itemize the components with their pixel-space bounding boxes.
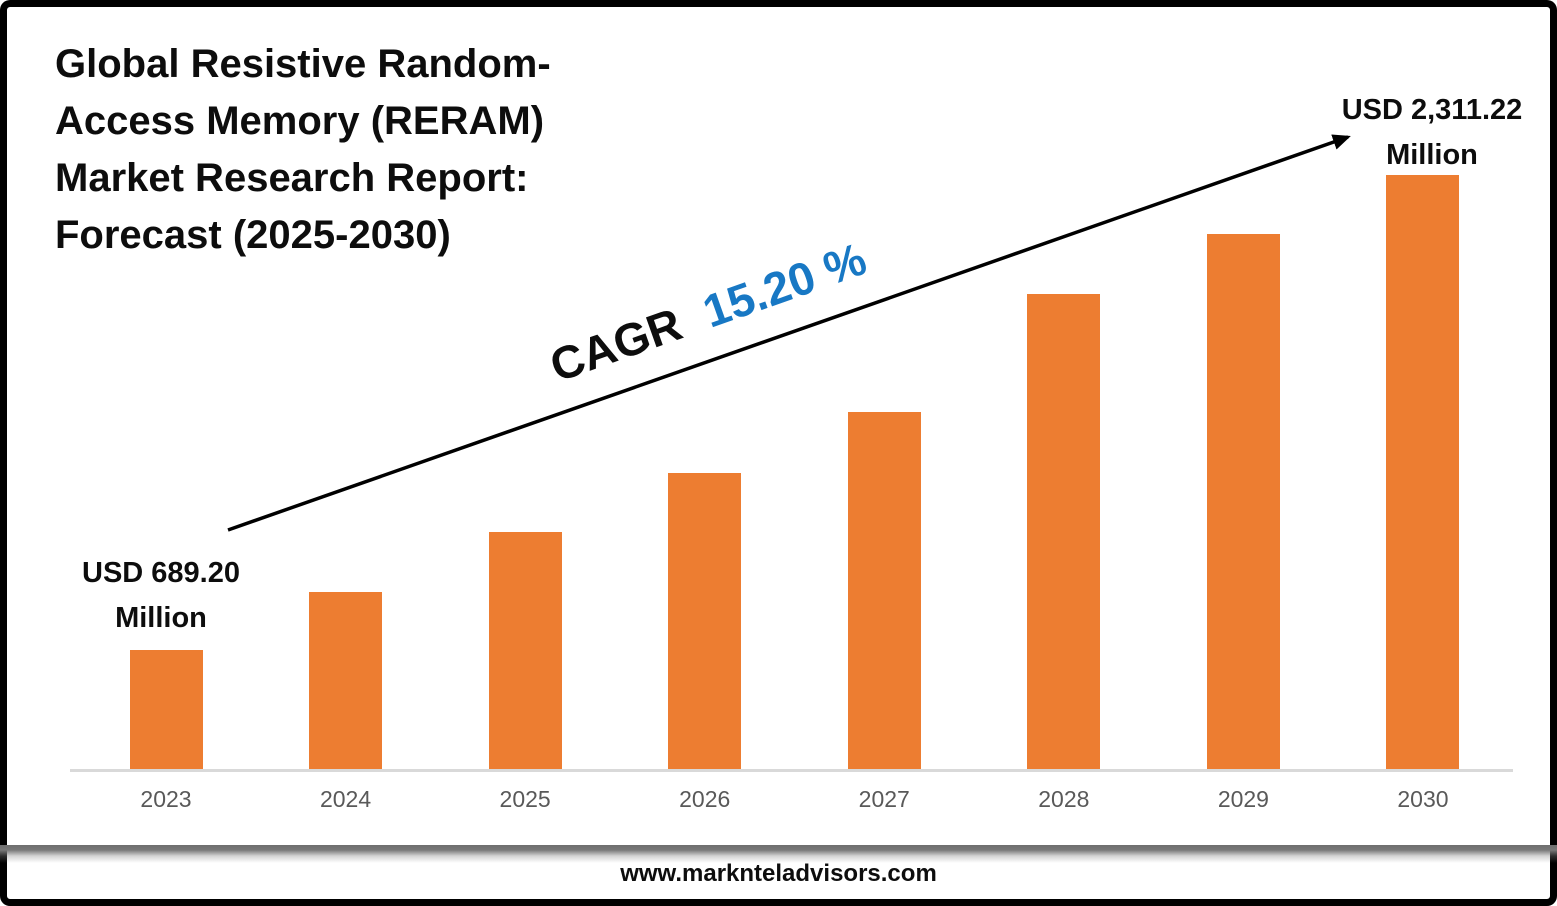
- bar-2027: [847, 412, 921, 770]
- title-line-1: Global Resistive Random-: [55, 42, 551, 86]
- value-label-2023-unit: Million: [115, 602, 207, 634]
- x-axis-line: [70, 769, 1513, 772]
- bar-2026: [668, 473, 742, 770]
- bar-2023: [129, 650, 203, 770]
- footer-divider: [0, 845, 1557, 865]
- x-axis-label-2026: 2026: [679, 786, 731, 812]
- title-line-3: Market Research Report:: [55, 156, 529, 200]
- cagr-value: 15.20 %: [696, 232, 873, 338]
- x-axis-label-2025: 2025: [499, 786, 551, 812]
- cagr-annotation: CAGR 15.20 %: [543, 231, 873, 392]
- x-axis-label-2028: 2028: [1038, 786, 1090, 812]
- value-label-2023-amount: USD 689.20: [82, 557, 240, 589]
- cagr-label: CAGR: [543, 297, 689, 392]
- footer-url: www.marknteladvisors.com: [620, 860, 937, 887]
- bar-2025: [488, 532, 562, 770]
- title-line-4: Forecast (2025-2030): [55, 213, 451, 257]
- value-label-2030-amount: USD 2,311.22: [1341, 94, 1523, 126]
- x-axis-label-2023: 2023: [140, 786, 192, 812]
- title-line-2: Access Memory (RERAM): [55, 99, 545, 143]
- value-label-2030-unit: Million: [1386, 139, 1478, 171]
- x-axis-label-2030: 2030: [1397, 786, 1449, 812]
- bar-2028: [1027, 294, 1101, 770]
- x-axis-label-2024: 2024: [319, 786, 372, 812]
- x-axis-label-2029: 2029: [1217, 786, 1269, 812]
- chart-title: Global Resistive Random- Access Memory (…: [55, 36, 551, 264]
- bar-2030: [1386, 175, 1460, 770]
- x-axis-label-2027: 2027: [858, 786, 910, 812]
- value-label-2030: USD 2,311.22 Million: [1302, 88, 1557, 178]
- value-label-2023: USD 689.20 Million: [31, 551, 291, 641]
- bar-2024: [309, 592, 383, 770]
- bar-2029: [1206, 234, 1280, 770]
